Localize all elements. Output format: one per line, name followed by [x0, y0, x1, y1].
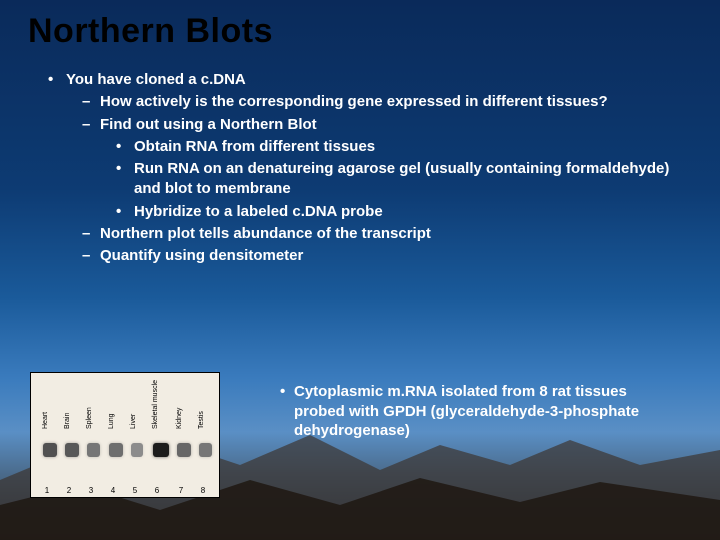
- lane-label: Skeletal muscle: [152, 380, 159, 429]
- bullet-sub1: How actively is the corresponding gene e…: [100, 92, 690, 112]
- lane-number: 4: [107, 486, 119, 495]
- bullet-main: You have cloned a c.DNA: [66, 70, 690, 90]
- bullet-sub2c: Hybridize to a labeled c.DNA probe: [134, 202, 690, 222]
- bullet-sub2a: Obtain RNA from different tissues: [134, 137, 690, 157]
- lane-label: Testis: [198, 411, 205, 429]
- lane-number: 6: [151, 486, 163, 495]
- lane-number: 7: [175, 486, 187, 495]
- slide-title: Northern Blots: [28, 12, 273, 51]
- lane-band: [153, 443, 169, 457]
- lane-number: 1: [41, 486, 53, 495]
- lane-label: Liver: [130, 414, 137, 429]
- lane-label: Lung: [108, 413, 115, 429]
- lane-number: 2: [63, 486, 75, 495]
- lane-label: Kidney: [176, 408, 183, 429]
- lane-band: [199, 443, 212, 457]
- lane-band: [177, 443, 191, 457]
- lane-band: [87, 443, 100, 457]
- lane-band: [131, 443, 143, 457]
- northern-blot-image: Heart Brain Spleen Lung Liver Skeletal muscle…: [30, 372, 220, 498]
- figure-caption: Cytoplasmic m.RNA isolated from 8 rat ti…: [294, 382, 680, 441]
- lane-number: 8: [197, 486, 209, 495]
- bullet-sub2b: Run RNA on an denatureing agarose gel (u…: [134, 159, 690, 200]
- bullet-sub4: Quantify using densitometer: [100, 246, 690, 266]
- bullet-sub3: Northern plot tells abundance of the tra…: [100, 224, 690, 244]
- lane-label: Brain: [64, 413, 71, 429]
- lane-label: Spleen: [86, 407, 93, 429]
- lane-band: [65, 443, 79, 457]
- lane-band: [109, 443, 123, 457]
- bullet-sub2: Find out using a Northern Blot: [100, 115, 690, 135]
- bullet-content: •You have cloned a c.DNA –How actively i…: [48, 70, 690, 268]
- slide: Northern Blots •You have cloned a c.DNA …: [0, 0, 720, 540]
- figure-caption-block: •Cytoplasmic m.RNA isolated from 8 rat t…: [280, 382, 680, 441]
- lane-band: [43, 443, 57, 457]
- lane-label: Heart: [42, 412, 49, 429]
- lane-number: 3: [85, 486, 97, 495]
- lane-number: 5: [129, 486, 141, 495]
